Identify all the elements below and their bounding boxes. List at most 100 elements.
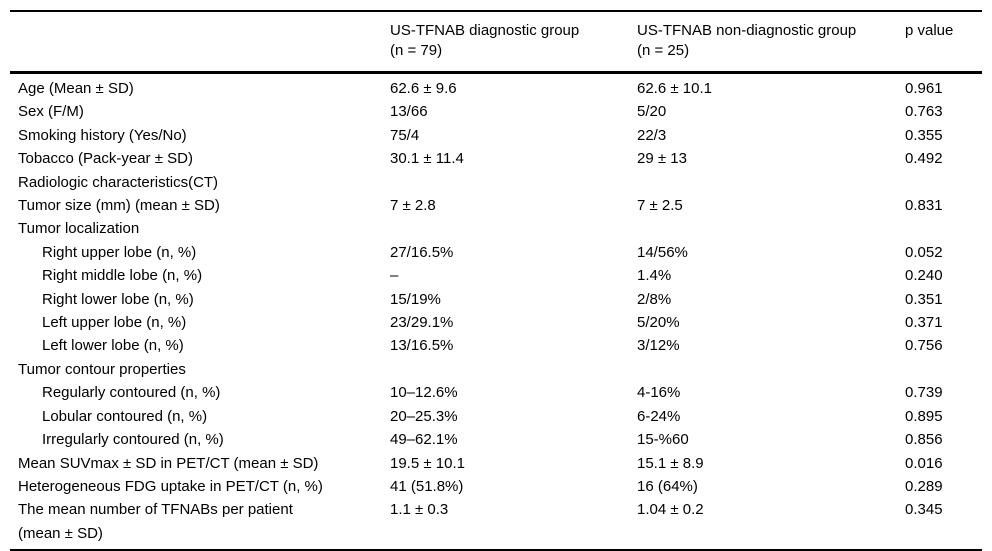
diagnostic-value: 62.6 ± 9.6 — [390, 80, 457, 97]
diagnostic-value: 75/4 — [390, 126, 420, 144]
nondiagnostic-value: 62.6 ± 10.1 — [637, 80, 712, 97]
p-value: 0.763 — [905, 103, 943, 121]
diagnostic-value — [390, 358, 637, 381]
p-value: 0.355 — [905, 126, 943, 144]
p-value: 0.240 — [905, 267, 943, 285]
table-row-sex: Sex (F/M) 13/66 5/20 0.763 — [10, 100, 982, 123]
table-row-localization-section: Tumor localization — [10, 217, 982, 240]
diagnostic-value: 13/66 — [390, 103, 428, 121]
diagnostic-value: 13/16.5% — [390, 337, 454, 355]
row-label: Left upper lobe (n, %) — [42, 314, 187, 332]
nondiagnostic-value: 3/12% — [637, 337, 680, 355]
section-label: Tumor localization — [18, 220, 140, 238]
p-value — [905, 217, 982, 240]
diagnostic-value: 19.5 ± 10.1 — [390, 454, 465, 472]
nondiagnostic-value: 15.1 ± 8.9 — [637, 454, 704, 472]
diagnostic-value: 27/16.5% — [390, 243, 454, 261]
row-label: Lobular contoured (n, %) — [42, 407, 208, 425]
nondiagnostic-value: 1.4% — [637, 267, 672, 285]
p-value: 0.856 — [905, 431, 943, 449]
p-value — [905, 171, 982, 194]
diagnostic-value: 20–25.3% — [390, 407, 458, 425]
diagnostic-value: 49–62.1% — [390, 431, 458, 449]
p-value: 0.052 — [905, 243, 943, 261]
row-label: Heterogeneous FDG uptake in PET/CT (n, %… — [18, 477, 323, 495]
nondiagnostic-value: 29 ± 13 — [637, 150, 687, 168]
diagnostic-value: 23/29.1% — [390, 314, 454, 332]
table-row-mean-tfnabs: The mean number of TFNABs per patient (m… — [10, 498, 982, 550]
row-label: The mean number of TFNABs per patient (m… — [10, 498, 390, 550]
header-empty-cell — [10, 11, 390, 74]
p-value: 0.961 — [905, 80, 943, 97]
nondiagnostic-value: 22/3 — [637, 126, 667, 144]
table-row-fdg-uptake: Heterogeneous FDG uptake in PET/CT (n, %… — [10, 475, 982, 498]
p-value: 0.739 — [905, 384, 943, 402]
table-row-lobular-contoured: Lobular contoured (n, %) 20–25.3% 6-24% … — [10, 405, 982, 428]
table-row-smoking: Smoking history (Yes/No) 75/4 22/3 0.355 — [10, 124, 982, 147]
row-label: Tumor size (mm) (mean ± SD) — [18, 197, 220, 215]
table-row-radiologic-section: Radiologic characteristics(CT) — [10, 171, 982, 194]
nondiagnostic-value: 14/56% — [637, 243, 688, 261]
section-label: Radiologic characteristics(CT) — [18, 173, 219, 191]
table-row-mean-suvmax: Mean SUVmax ± SD in PET/CT (mean ± SD) 1… — [10, 452, 982, 475]
diagnostic-value: 7 ± 2.8 — [390, 197, 436, 215]
nondiagnostic-value: 5/20% — [637, 314, 680, 332]
header-diagnostic-line2: (n = 79) — [390, 42, 443, 59]
table-row-right-middle-lobe: Right middle lobe (n, %) – 1.4% 0.240 — [10, 264, 982, 287]
table-row-tumor-size: Tumor size (mm) (mean ± SD) 7 ± 2.8 7 ± … — [10, 194, 982, 217]
p-value: 0.492 — [905, 150, 943, 168]
p-value: 0.016 — [905, 454, 943, 472]
diagnostic-value: 15/19% — [390, 290, 441, 308]
header-diagnostic-line1: US-TFNAB diagnostic group — [390, 22, 580, 39]
nondiagnostic-value: 4-16% — [637, 384, 681, 402]
table-body: Age (Mean ± SD) 62.6 ± 9.6 62.6 ± 10.1 0… — [10, 73, 982, 551]
header-nondiagnostic-group: US-TFNAB non-diagnostic group (n = 25) — [637, 11, 905, 74]
p-value: 0.831 — [905, 197, 943, 215]
nondiagnostic-value: 16 (64%) — [637, 477, 698, 495]
diagnostic-value: – — [390, 267, 399, 285]
row-label: Right upper lobe (n, %) — [42, 243, 197, 261]
row-label-line2: (mean ± SD) — [18, 524, 103, 542]
p-value — [905, 358, 982, 381]
table-row-right-upper-lobe: Right upper lobe (n, %) 27/16.5% 14/56% … — [10, 241, 982, 264]
table-row-tobacco: Tobacco (Pack-year ± SD) 30.1 ± 11.4 29 … — [10, 147, 982, 170]
p-value: 0.895 — [905, 407, 943, 425]
table-row-contour-section: Tumor contour properties — [10, 358, 982, 381]
diagnostic-value — [390, 171, 637, 194]
p-value: 0.371 — [905, 314, 943, 332]
table-row-left-lower-lobe: Left lower lobe (n, %) 13/16.5% 3/12% 0.… — [10, 334, 982, 357]
p-value: 0.345 — [905, 501, 943, 519]
nondiagnostic-value — [637, 171, 905, 194]
row-label: Age (Mean ± SD) — [18, 80, 134, 97]
nondiagnostic-value: 2/8% — [637, 290, 672, 308]
diagnostic-value: 10–12.6% — [390, 384, 458, 402]
nondiagnostic-value: 15-%60 — [637, 431, 689, 449]
row-label-line1: The mean number of TFNABs per patient — [18, 501, 293, 519]
diagnostic-value: 41 (51.8%) — [390, 477, 464, 495]
table-row-regularly-contoured: Regularly contoured (n, %) 10–12.6% 4-16… — [10, 381, 982, 404]
table-row-right-lower-lobe: Right lower lobe (n, %) 15/19% 2/8% 0.35… — [10, 288, 982, 311]
section-label: Tumor contour properties — [18, 360, 186, 378]
nondiagnostic-value: 6-24% — [637, 407, 681, 425]
header-p-value: p value — [905, 11, 982, 74]
row-label: Right middle lobe (n, %) — [42, 267, 203, 285]
nondiagnostic-value: 7 ± 2.5 — [637, 197, 683, 215]
table-row-age: Age (Mean ± SD) 62.6 ± 9.6 62.6 ± 10.1 0… — [10, 73, 982, 101]
header-nondiagnostic-line1: US-TFNAB non-diagnostic group — [637, 22, 857, 39]
nondiagnostic-value: 5/20 — [637, 103, 667, 121]
table-row-left-upper-lobe: Left upper lobe (n, %) 23/29.1% 5/20% 0.… — [10, 311, 982, 334]
table-row-irregularly-contoured: Irregularly contoured (n, %) 49–62.1% 15… — [10, 428, 982, 451]
row-label: Regularly contoured (n, %) — [42, 384, 221, 402]
row-label: Sex (F/M) — [18, 103, 84, 121]
diagnostic-value — [390, 217, 637, 240]
row-label: Tobacco (Pack-year ± SD) — [18, 150, 193, 168]
row-label: Right lower lobe (n, %) — [42, 290, 194, 308]
p-value: 0.756 — [905, 337, 943, 355]
p-value: 0.289 — [905, 477, 943, 495]
nondiagnostic-value — [637, 217, 905, 240]
diagnostic-value: 1.1 ± 0.3 — [390, 501, 449, 519]
nondiagnostic-value — [637, 358, 905, 381]
p-value: 0.351 — [905, 290, 943, 308]
comparison-table-container: US-TFNAB diagnostic group (n = 79) US-TF… — [10, 10, 982, 551]
header-diagnostic-group: US-TFNAB diagnostic group (n = 79) — [390, 11, 637, 74]
